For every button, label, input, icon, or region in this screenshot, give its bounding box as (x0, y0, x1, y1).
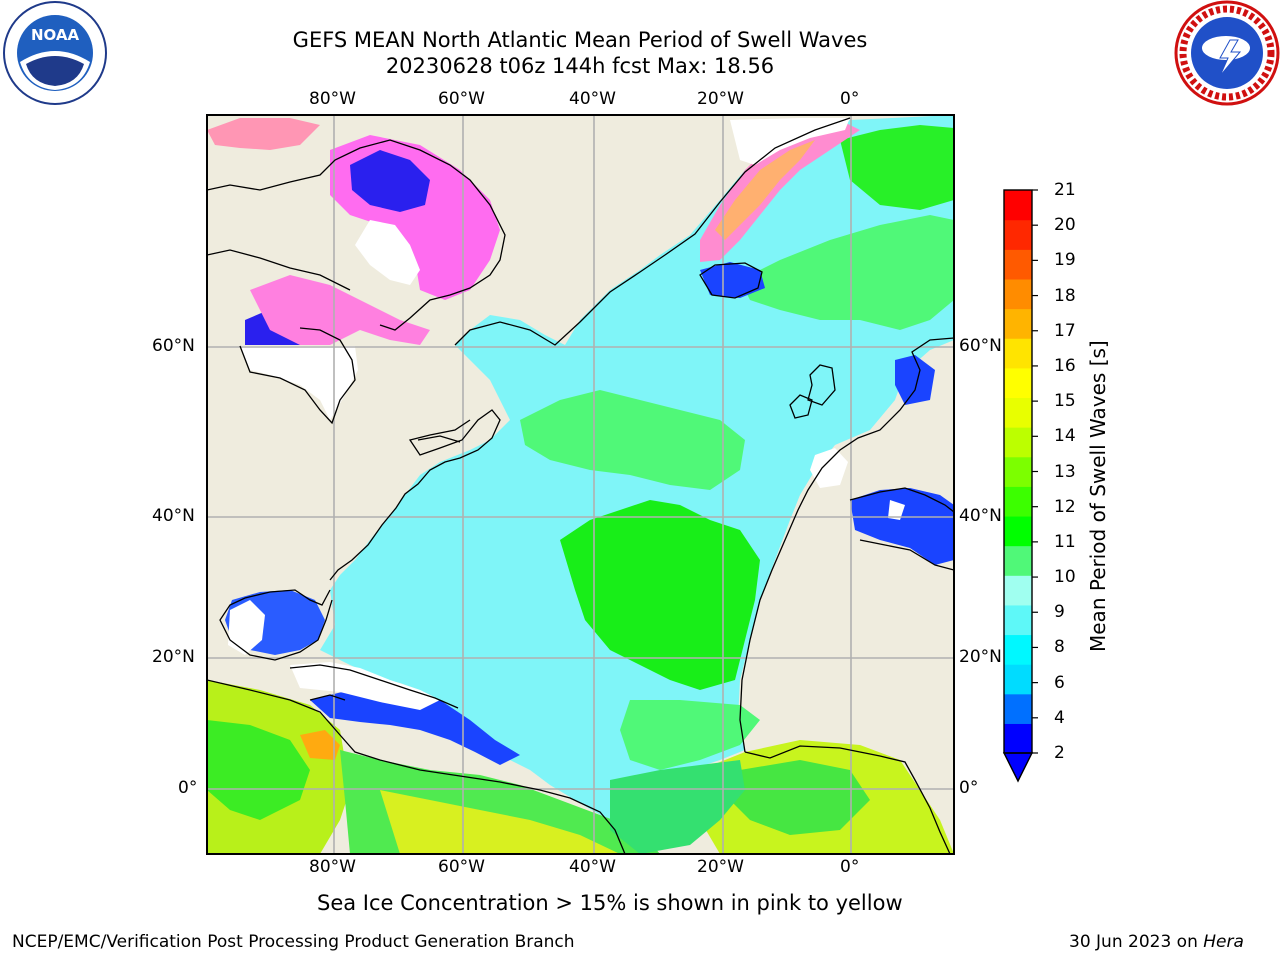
lon-label-bottom-40w: 40°W (569, 857, 616, 877)
masked-caribbean-isles (290, 662, 440, 710)
colorbar-tick-label: 9 (1054, 602, 1065, 623)
lat-label-right-40n: 40°N (959, 506, 1002, 526)
masked-biscay (810, 448, 848, 488)
colorbar-segment (1004, 515, 1032, 547)
sea-ice-baffin-core (350, 150, 430, 212)
swell-zone-green-tropic (620, 700, 760, 770)
sea-ice-greenland (700, 120, 860, 262)
shallow-blue-med (850, 488, 954, 565)
coastlines (207, 117, 954, 854)
lon-label-top-0: 0° (840, 89, 860, 109)
shallow-blue-caribbean (310, 690, 520, 765)
colorbar-tick-label: 20 (1054, 215, 1076, 236)
colorbar-tick-label: 10 (1054, 567, 1076, 588)
colorbar-tick-label: 12 (1054, 496, 1076, 517)
map-title-line1: GEFS MEAN North Atlantic Mean Period of … (292, 28, 868, 52)
lon-label-top-60w: 60°W (438, 89, 485, 109)
lat-label-left-40n: 40°N (152, 506, 195, 526)
colorbar-segment (1004, 427, 1032, 458)
masked-gulf-coast (228, 600, 265, 655)
graticule (207, 115, 954, 854)
south-america-orange (300, 730, 340, 760)
map-frame (206, 114, 955, 855)
lat-label-left-0: 0° (178, 778, 198, 798)
colorbar (1002, 189, 1038, 783)
colorbar-segment (1004, 456, 1032, 487)
lon-label-top-20w: 20°W (697, 89, 744, 109)
footer-host: Hera (1203, 932, 1244, 952)
colorbar-tick-label: 16 (1054, 355, 1076, 376)
amazon-yellow (380, 790, 620, 854)
colorbar-segment (1004, 693, 1032, 724)
colorbar-title: Mean Period of Swell Waves [s] (1086, 340, 1110, 652)
colorbar-tick-label: 15 (1054, 391, 1076, 412)
lon-label-bottom-60w: 60°W (438, 857, 485, 877)
sea-ice-arctic-arch (207, 118, 320, 150)
lon-label-bottom-0: 0° (840, 857, 860, 877)
colorbar-segment (1004, 545, 1032, 576)
colorbar-tick-label: 2 (1054, 743, 1065, 763)
lat-label-right-20n: 20°N (959, 647, 1002, 667)
colorbar-segment (1004, 397, 1032, 428)
colorbar-segment (1004, 278, 1032, 310)
masked-hudson-bay (240, 346, 358, 420)
south-america-core (207, 720, 310, 820)
gulf-guinea-ocean (610, 760, 745, 854)
sea-ice-caption: Sea Ice Concentration > 15% is shown in … (317, 891, 903, 915)
colorbar-tick-label: 6 (1054, 672, 1065, 693)
colorbar-tick-label: 17 (1054, 320, 1076, 341)
colorbar-segment (1004, 486, 1032, 517)
colorbar-tick-label: 8 (1054, 637, 1065, 658)
lon-label-bottom-80w: 80°W (309, 857, 356, 877)
noaa-logo-text: NOAA (31, 26, 80, 44)
lon-label-bottom-20w: 20°W (697, 857, 744, 877)
colorbar-segment (1004, 664, 1032, 695)
footer-date: 30 Jun 2023 on Hera (1069, 932, 1244, 952)
noaa-logo-icon: NOAA (3, 1, 107, 105)
masked-med (888, 500, 905, 520)
colorbar-segment (1004, 575, 1032, 606)
colorbar-segment (1004, 308, 1032, 339)
colorbar-segment (1004, 190, 1032, 221)
shallow-blue-iceland (700, 262, 765, 298)
colorbar-segment (1004, 249, 1032, 280)
colorbar-segment (1004, 219, 1032, 250)
nws-logo-icon (1174, 0, 1280, 106)
swell-zone-green-arctic (840, 125, 954, 210)
lon-label-top-40w: 40°W (569, 89, 616, 109)
footer-branch: NCEP/EMC/Verification Post Processing Pr… (12, 932, 575, 952)
colorbar-frame (1003, 189, 1033, 754)
sea-ice-greenland-edge (715, 140, 815, 240)
colorbar-segment (1004, 367, 1032, 399)
colorbar-tick-label: 19 (1054, 250, 1076, 271)
lat-label-right-0: 0° (959, 778, 979, 798)
colorbar-extend-triangle (1002, 752, 1034, 783)
masked-baffin-ice (355, 220, 420, 285)
shallow-blue-northsea (895, 355, 935, 405)
map-title-line2: 20230628 t06z 144h fcst Max: 18.56 (385, 54, 775, 78)
swell-zone-green (560, 500, 760, 690)
colorbar-segment (1004, 338, 1032, 369)
africa-green (730, 760, 870, 835)
colorbar-segment (1004, 723, 1032, 754)
colorbar-tick-label: 11 (1054, 531, 1076, 552)
sea-ice-hudson (250, 275, 430, 345)
colorbar-tick-label: 21 (1054, 180, 1076, 200)
colorbar-tick-label: 4 (1054, 707, 1065, 728)
lat-label-left-20n: 20°N (152, 647, 195, 667)
colorbar-segment (1004, 604, 1032, 636)
swell-zone-green-ne (740, 215, 954, 330)
swell-zone-green-north (520, 390, 745, 490)
colorbar-segment (1004, 634, 1032, 665)
lat-label-left-60n: 60°N (152, 336, 195, 356)
colorbar-tick-label: 14 (1054, 426, 1076, 447)
lon-label-top-80w: 80°W (309, 89, 356, 109)
colorbar-tick-label: 18 (1054, 285, 1076, 306)
colorbar-tick-label: 13 (1054, 461, 1076, 482)
lat-label-right-60n: 60°N (959, 336, 1002, 356)
